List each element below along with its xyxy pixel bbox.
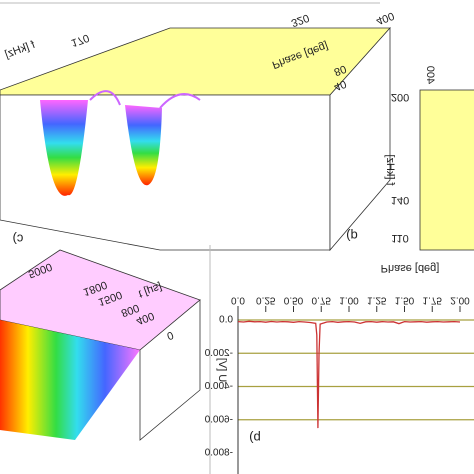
- x-tick-label: 2.00: [450, 294, 470, 305]
- x-tick-label: 1.75: [423, 294, 443, 305]
- y-tick-label: -400.0: [204, 381, 233, 392]
- x-tick-label: 0.75: [312, 294, 332, 305]
- y-tick-label: -600.0: [204, 414, 233, 425]
- panel-label: c): [13, 229, 24, 244]
- axis-text: 80: [332, 62, 348, 77]
- x-tick-label: 0.50: [284, 294, 304, 305]
- axis-text: 200: [391, 91, 409, 103]
- y-axis-label: U [V]: [216, 358, 228, 382]
- y-tick-label: -800.0: [204, 448, 233, 459]
- axis-text: 400: [424, 66, 436, 84]
- panel-label: d): [346, 226, 358, 241]
- axis-text: 40: [332, 77, 348, 92]
- x-tick-label: 1.50: [395, 294, 415, 305]
- axis-text: 800: [119, 301, 140, 319]
- panel-e: [0, 249, 201, 441]
- axis-text: f [kHz]: [384, 154, 396, 185]
- x-tick-label: 1.25: [367, 294, 387, 305]
- axis-text: f [kHz]: [3, 39, 36, 61]
- y-tick-label: -200.0: [204, 348, 233, 359]
- x-tick-label: 0.25: [256, 294, 276, 305]
- axis-text: 110: [391, 232, 409, 244]
- panel-c: [0, 26, 391, 252]
- x-tick-label: 0.0: [231, 294, 245, 305]
- x-tick-label: 1.00: [339, 294, 359, 305]
- axis-text: 400: [374, 9, 395, 27]
- axis-text: 400: [134, 309, 155, 327]
- panel-d: [419, 89, 474, 251]
- data-line: [237, 320, 461, 429]
- panel-label: b): [249, 428, 261, 443]
- axis-text: 170: [69, 31, 90, 49]
- axis-text: 140: [391, 194, 409, 206]
- axis-text: Phase [deg]: [381, 262, 440, 274]
- axis-text: 320: [289, 11, 310, 29]
- axis-text: 0: [165, 328, 175, 341]
- y-tick-label: 0.0: [219, 315, 233, 326]
